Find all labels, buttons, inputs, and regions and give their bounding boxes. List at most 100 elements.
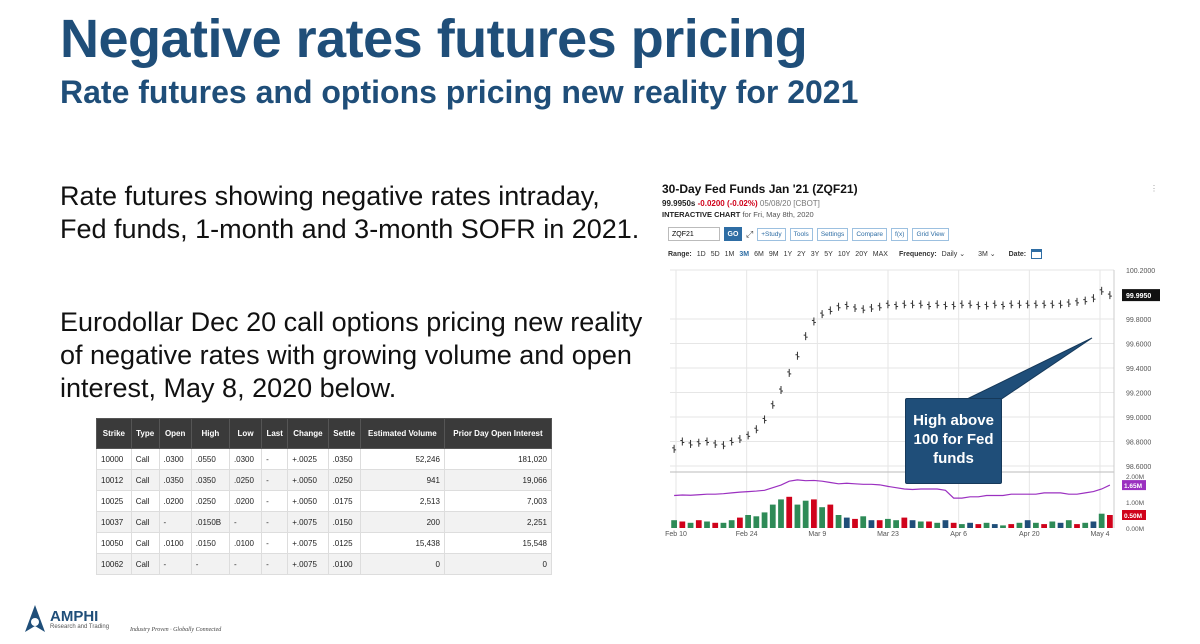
interactive-chart-text: INTERACTIVE CHART [662,210,741,219]
go-button[interactable]: GO [724,227,742,241]
open-interest-line [674,479,1111,499]
range-option-5d[interactable]: 5D [710,250,720,258]
period-select[interactable]: 3M ⌄ [978,250,996,258]
price-badge-bg [1122,289,1160,302]
table-cell: 0 [359,553,445,575]
table-cell: Call [130,490,160,512]
study-button[interactable]: +Study [757,227,786,241]
interactive-chart-label: INTERACTIVE CHART for Fri, May 8th, 2020 [662,210,814,219]
price-meta: 05/08/20 [CBOT] [759,199,820,208]
range-option-3m[interactable]: 3M [739,250,750,258]
volume-bar [786,496,793,528]
calendar-icon[interactable] [1031,249,1043,259]
volume-bar [720,522,727,528]
logo-name: AMPHI [50,607,99,625]
expand-icon[interactable]: ⤢ [746,228,754,239]
volume-bar [934,522,941,528]
range-items: 1D 5D 1M 3M 6M 9M 1Y 2Y 3Y 5Y 10Y 20Y MAX [697,251,888,258]
volume-bar [811,499,817,528]
table-cell: .0250 [190,490,230,512]
range-option-20y[interactable]: 20Y [855,250,868,258]
table-cell: +.0025 [287,448,329,470]
chart-toolbar: GO ⤢ +Study Tools Settings Compare f(x) … [668,226,949,242]
x-tick-label: Feb 24 [736,531,758,538]
symbol-input[interactable] [668,227,720,241]
volume-bar [1033,522,1039,528]
volume-bar [967,522,973,528]
volume-axis-label: 1.00M [1126,500,1144,507]
x-tick-label: May 4 [1090,531,1109,538]
volume-bar [1107,515,1113,528]
range-option-2y[interactable]: 2Y [797,250,806,258]
range-option-9m[interactable]: 9M [768,250,779,258]
table-header-row: Strike Type Open High Low Last Change Settle Est… [96,418,553,449]
frequency-value: Daily [941,251,958,258]
x-tick-label: Apr 6 [950,531,967,538]
x-tick-label: Apr 20 [1019,531,1040,538]
table-cell: 10012 [96,469,132,491]
range-option-6m[interactable]: 6M [754,250,764,258]
table-cell: - [261,553,289,575]
tools-button[interactable]: Tools [789,227,813,241]
logo-tagline: Research and Trading [50,623,110,630]
table-header-cell: Estimated Volume [359,418,445,449]
y-tick-label: 99.6000 [1126,342,1151,349]
table-cell: 10025 [96,490,132,512]
paragraph-eurodollar: Eurodollar Dec 20 call options pricing n… [60,307,643,403]
volume-bar [704,521,710,528]
range-option-1m[interactable]: 1M [724,250,735,258]
volume-bar [885,518,891,528]
period-value: 3M [978,251,988,258]
volume-bar [909,520,916,528]
logo-icon [25,605,45,632]
table-cell: - [261,469,289,491]
oi-badge: 1.65M [1124,483,1142,490]
table-cell: 2,513 [359,490,445,512]
more-options-icon[interactable]: ⋮ [1150,184,1158,193]
table-cell: Call [130,511,160,533]
paragraph-rate-futures: Rate futures showing negative rates intr… [60,181,640,244]
frequency-select[interactable]: Daily ⌄ [942,250,965,258]
table-cell: - [158,511,192,533]
price-chart[interactable]: 100.2000 99.8000 99.6000 99.4000 99.2000 99.0… [662,266,1162,538]
volume-bar [835,515,842,528]
table-body: 10000 Call .0300.0550.0300- +.0025.0350 52,2… [96,448,553,575]
range-option-3y[interactable]: 3Y [810,250,820,258]
table-cell: +.0050 [287,469,329,491]
volume-bar [802,500,809,528]
range-option-1d[interactable]: 1D [696,250,706,258]
range-option-10y[interactable]: 10Y [837,250,851,258]
table-row: 10000 Call .0300.0550.0300- +.0025.0350 52,2… [96,448,553,470]
slogan: Industry Proven · Globally Connected [130,627,222,633]
table-cell: .0100 [327,553,361,575]
table-row: 10050 Call .0100.0150.0100- +.0075.0125 15,4… [96,532,553,554]
volume-bar [687,522,694,528]
volume-bar [1049,521,1056,528]
grid-view-button[interactable]: Grid View [912,227,949,241]
range-selector: Range: 1D 5D 1M 3M 6M 9M 1Y 2Y 3Y 5Y 10Y 20Y MAX Fre… [668,248,1043,260]
volume-bar [860,516,867,528]
volume-bar [819,507,825,528]
frequency-label: Frequency: [898,250,937,258]
range-option-max[interactable]: MAX [872,250,888,258]
range-option-5y[interactable]: 5Y [824,250,833,258]
range-option-1y[interactable]: 1Y [783,250,793,258]
fx-button[interactable]: f(x) [891,227,909,241]
table-cell: .0300 [228,448,263,470]
table-header-cell: High [190,418,230,449]
last-price: 99.9950s [662,199,696,208]
compare-button[interactable]: Compare [852,227,888,241]
table-cell: Call [130,469,160,491]
table-header-cell: Settle [327,418,361,449]
volume-bar [893,520,899,528]
interactive-chart-date: for Fri, May 8th, 2020 [742,210,814,219]
settings-button[interactable]: Settings [816,227,849,241]
price-badge: 99.9950 [1126,293,1151,300]
volume-bar [1082,522,1089,528]
y-tick-label: 100.2000 [1126,268,1155,275]
volume-bar [1016,522,1023,528]
table-cell: .0350 [158,469,192,491]
table-row: 10012 Call .0350.0350.0250- +.0050.0250 941 1… [96,469,553,491]
table-cell: - [261,532,289,554]
volume-badge: 0.50M [1124,513,1142,520]
